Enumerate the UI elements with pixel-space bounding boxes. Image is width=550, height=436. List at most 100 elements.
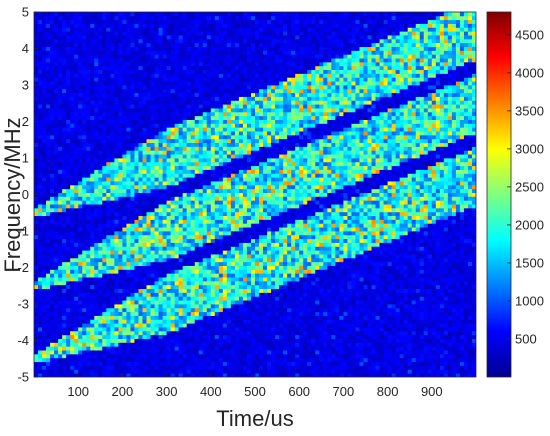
heatmap-cell bbox=[214, 96, 220, 101]
heatmap-cell bbox=[230, 173, 236, 178]
heatmap-cell bbox=[242, 257, 248, 263]
heatmap-cell bbox=[230, 304, 236, 309]
heatmap-cell bbox=[50, 19, 55, 24]
heatmap-cell bbox=[218, 146, 224, 151]
heatmap-cell bbox=[102, 234, 107, 240]
heatmap-cell bbox=[94, 54, 99, 59]
heatmap-cell bbox=[130, 161, 135, 167]
heatmap-cell bbox=[54, 69, 59, 74]
heatmap-cell bbox=[82, 304, 87, 309]
heatmap-cell bbox=[86, 173, 91, 178]
heatmap-cell bbox=[106, 46, 111, 51]
heatmap-cell bbox=[170, 138, 176, 144]
heatmap-cell bbox=[198, 227, 204, 232]
heatmap-cell bbox=[110, 115, 115, 120]
heatmap-cell bbox=[94, 338, 99, 343]
heatmap-cell bbox=[102, 265, 107, 270]
heatmap-cell bbox=[42, 277, 47, 282]
heatmap-cell bbox=[54, 173, 59, 178]
heatmap-cell bbox=[218, 373, 224, 377]
heatmap-cell bbox=[166, 265, 172, 270]
heatmap-cell bbox=[86, 119, 91, 124]
heatmap-cell bbox=[186, 234, 192, 240]
heatmap-cell bbox=[142, 61, 147, 67]
heatmap-cell bbox=[206, 204, 212, 209]
heatmap-cell bbox=[50, 346, 55, 351]
heatmap-cell bbox=[226, 207, 232, 213]
heatmap-cell bbox=[194, 361, 200, 366]
heatmap-cell bbox=[98, 69, 103, 74]
heatmap-cell bbox=[146, 273, 151, 278]
heatmap-cell bbox=[42, 319, 47, 324]
heatmap-cell bbox=[158, 42, 163, 47]
heatmap-cell bbox=[82, 169, 87, 174]
heatmap-cell bbox=[66, 369, 71, 374]
heatmap-cell bbox=[118, 288, 123, 293]
heatmap-cell bbox=[178, 123, 184, 128]
heatmap-cell bbox=[214, 192, 220, 197]
heatmap-cell bbox=[126, 161, 131, 167]
heatmap-cell bbox=[86, 277, 91, 282]
heatmap-cell bbox=[106, 181, 111, 186]
heatmap-cell bbox=[182, 369, 188, 374]
heatmap-cell bbox=[54, 123, 59, 128]
heatmap-cell bbox=[114, 108, 119, 113]
heatmap-cell bbox=[158, 284, 163, 290]
heatmap-cell bbox=[90, 115, 95, 120]
heatmap-cell bbox=[214, 188, 220, 193]
heatmap-cell bbox=[198, 353, 204, 359]
heatmap-cell bbox=[114, 104, 119, 109]
heatmap-cell bbox=[154, 234, 159, 240]
heatmap-cell bbox=[126, 154, 131, 159]
heatmap-cell bbox=[190, 115, 196, 120]
heatmap-cell bbox=[142, 146, 147, 151]
heatmap-cell bbox=[106, 77, 111, 82]
heatmap-cell bbox=[66, 12, 71, 17]
heatmap-cell bbox=[242, 219, 248, 224]
heatmap-cell bbox=[50, 261, 55, 266]
heatmap-cell bbox=[62, 77, 67, 82]
heatmap-cell bbox=[138, 357, 143, 363]
heatmap-cell bbox=[62, 346, 67, 351]
heatmap-cell bbox=[174, 54, 180, 59]
heatmap-cell bbox=[90, 250, 95, 255]
heatmap-cell bbox=[142, 73, 147, 78]
heatmap-cell bbox=[210, 46, 216, 51]
heatmap-cell bbox=[34, 134, 39, 140]
heatmap-cell bbox=[170, 54, 176, 59]
heatmap-cell bbox=[210, 338, 216, 343]
heatmap-cell bbox=[94, 327, 99, 332]
heatmap-cell bbox=[82, 181, 87, 186]
heatmap-cell bbox=[234, 227, 240, 232]
heatmap-cell bbox=[90, 315, 95, 320]
heatmap-cell bbox=[130, 177, 135, 182]
heatmap-cell bbox=[34, 27, 39, 32]
heatmap-cell bbox=[202, 85, 208, 90]
heatmap-cell bbox=[154, 85, 159, 90]
heatmap-cell bbox=[82, 58, 87, 63]
heatmap-cell bbox=[134, 219, 139, 224]
heatmap-cell bbox=[142, 215, 147, 220]
heatmap-cell bbox=[170, 192, 176, 197]
heatmap-cell bbox=[234, 215, 240, 220]
heatmap-cell bbox=[166, 246, 172, 251]
heatmap-cell bbox=[166, 165, 172, 170]
heatmap-cell bbox=[182, 88, 188, 94]
heatmap-cell bbox=[210, 61, 216, 67]
heatmap-cell bbox=[110, 161, 115, 167]
heatmap-cell bbox=[234, 307, 240, 313]
heatmap-cell bbox=[202, 188, 208, 193]
heatmap-cell bbox=[182, 207, 188, 213]
heatmap-cell bbox=[118, 234, 123, 240]
heatmap-cell bbox=[70, 188, 75, 193]
heatmap-cell bbox=[182, 265, 188, 270]
heatmap-cell bbox=[90, 296, 95, 301]
heatmap-cell bbox=[62, 353, 67, 359]
heatmap-cell bbox=[82, 334, 87, 339]
heatmap-cell bbox=[134, 192, 139, 197]
heatmap-cell bbox=[194, 169, 200, 174]
heatmap-cell bbox=[90, 73, 95, 78]
heatmap-cell bbox=[122, 54, 127, 59]
heatmap-cell bbox=[226, 92, 232, 97]
heatmap-cell bbox=[78, 231, 83, 236]
